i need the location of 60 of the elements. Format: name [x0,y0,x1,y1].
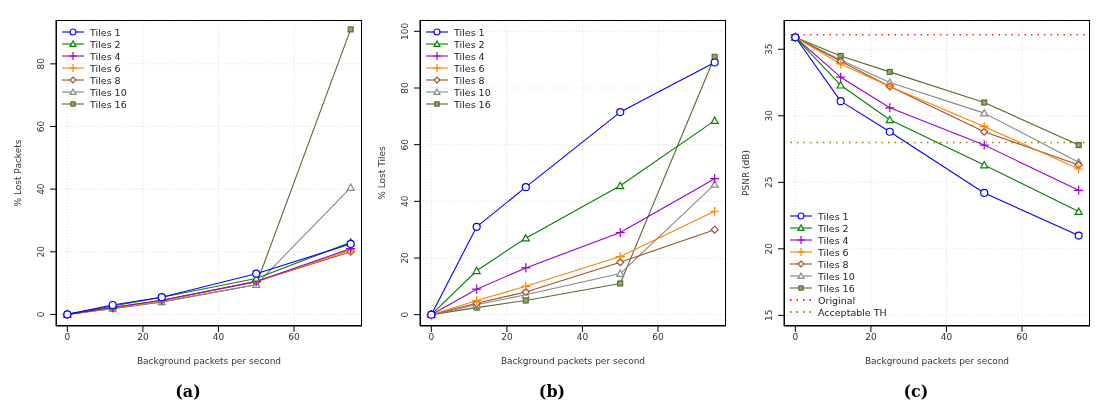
x-tick-label: 0 [792,332,799,343]
y-tick-label: 30 [764,109,774,122]
legend-label: Tiles 6 [453,62,485,74]
x-tick-label: 60 [652,332,664,343]
y-tick-label: 60 [36,120,46,133]
legend-label: Tiles 1 [89,26,121,38]
x-axis-title: Background packets per second [500,356,646,366]
legend-label: Tiles 10 [817,270,855,282]
y-tick-label: 100 [400,22,410,40]
legend-label: Tiles 10 [453,86,491,98]
legend-label: Tiles 8 [453,74,485,86]
x-tick-label: 60 [1016,332,1028,343]
legend-label: Tiles 2 [453,38,485,50]
x-tick-label: 0 [428,332,435,343]
y-tick-label: 35 [764,43,774,55]
legend-label: Tiles 4 [817,234,849,246]
x-tick-label: 40 [940,332,953,343]
y-tick-label: 80 [400,82,410,94]
legend-label: Tiles 2 [89,38,121,50]
y-axis-title: % Lost Packets [13,139,24,207]
legend-label: Tiles 4 [89,50,121,62]
legend-label: Acceptable TH [818,306,887,318]
x-tick-label: 40 [212,332,225,343]
legend-label: Tiles 2 [817,222,849,234]
y-tick-label: 20 [764,242,774,255]
x-axis-title: Background packets per second [864,356,1010,366]
x-tick-label: 0 [64,332,71,343]
y-tick-label: 40 [36,183,46,195]
legend-label: Tiles 4 [453,50,485,62]
legend-label: Tiles 1 [453,26,485,38]
y-axis-title: % Lost Tiles [377,146,388,200]
y-tick-label: 0 [36,311,46,318]
legend-label: Tiles 10 [89,86,127,98]
x-axis-title: Background packets per second [136,356,282,366]
legend-label: Tiles 6 [817,246,849,258]
text: (b) [537,382,567,401]
legend-label: Tiles 16 [453,98,491,110]
y-tick-label: 0 [400,311,410,318]
legend-label: Tiles 16 [817,282,855,294]
legend-label: Original [818,294,856,306]
legend-label: Tiles 8 [89,74,121,86]
x-tick-label: 20 [501,332,513,343]
x-tick-label: 20 [137,332,149,343]
text: (c) [902,382,930,401]
y-tick-label: 20 [36,245,46,258]
y-tick-label: 25 [764,176,774,189]
legend-label: Tiles 6 [89,62,121,74]
x-tick-label: 20 [865,332,877,343]
legend-label: Tiles 16 [89,98,127,110]
text: (a) [174,382,202,401]
y-axis-title: PSNR (dB) [741,150,752,196]
legend-label: Tiles 1 [817,210,849,222]
x-tick-label: 40 [576,332,589,343]
x-tick-label: 60 [288,332,300,343]
y-tick-label: 80 [36,57,46,70]
y-tick-label: 40 [400,195,410,208]
y-tick-label: 60 [400,138,410,151]
y-tick-label: 15 [764,309,774,322]
legend-label: Tiles 8 [817,258,849,270]
y-tick-label: 20 [400,252,410,264]
